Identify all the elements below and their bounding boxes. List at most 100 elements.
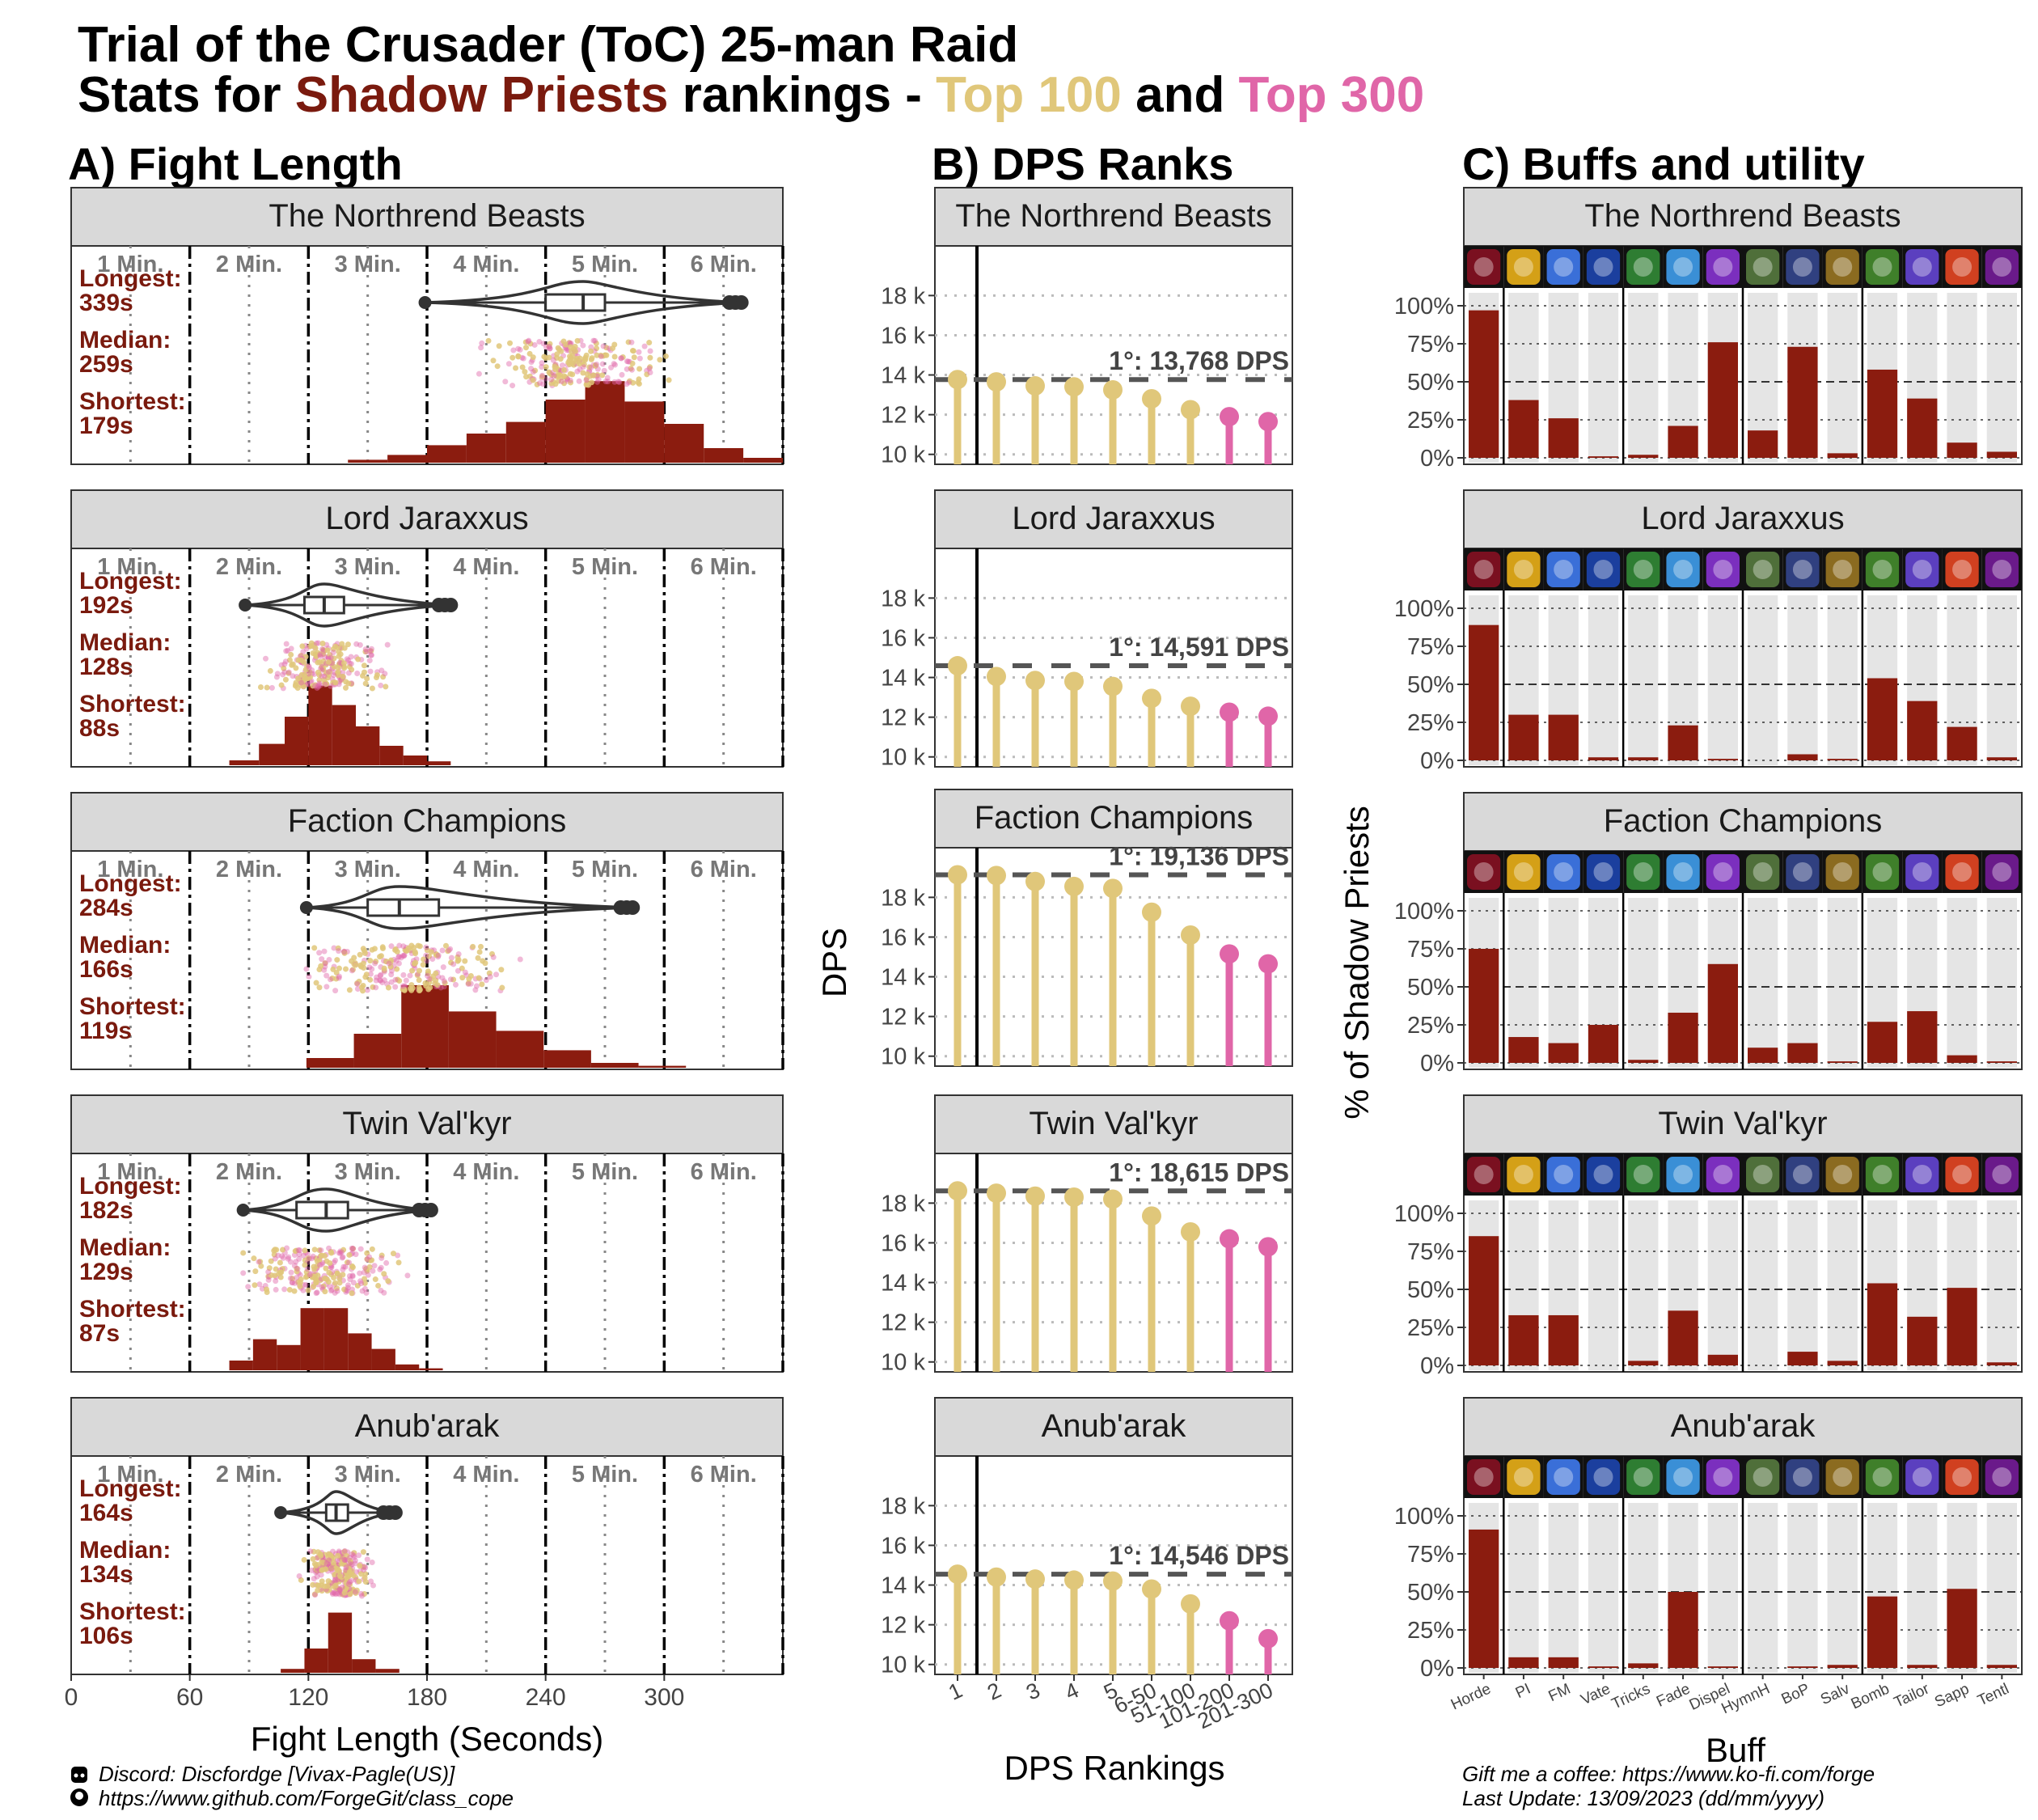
rank-label: 201-300 <box>1194 1678 1276 1733</box>
box-iqr <box>295 1200 349 1220</box>
y-tick-label: 16 k <box>881 1230 925 1256</box>
buff-bar <box>1787 1043 1818 1063</box>
buff-bar <box>1986 1061 2017 1063</box>
jitter-point <box>412 950 419 957</box>
jitter-point <box>450 976 457 983</box>
jitter-point <box>583 377 590 383</box>
box-iqr <box>366 898 441 917</box>
fight-facet: The Northrend Beasts 1 Min. 2 Min. 3 Min. 4 … <box>70 187 784 465</box>
jitter-point <box>362 1571 369 1577</box>
chart-title: Trial of the Crusader (ToC) 25-man Raid <box>78 17 1018 73</box>
jitter-point <box>393 958 400 964</box>
jitter-point <box>340 673 346 679</box>
jitter-point <box>510 354 516 361</box>
stat-label: Longest: <box>79 265 182 292</box>
facet-strip <box>1463 792 2023 852</box>
lollipop-head <box>987 866 1006 886</box>
fight-facet: Lord Jaraxxus 1 Min. 2 Min. 3 Min. 4 Min. 5 M… <box>70 489 784 768</box>
jitter-point <box>414 972 421 979</box>
minute-label: 2 Min. <box>216 1159 282 1185</box>
jitter-point <box>344 1288 350 1294</box>
lollipop-head <box>1181 400 1200 420</box>
outlier-point <box>431 598 446 612</box>
jitter-point <box>240 1270 247 1276</box>
jitter-point <box>378 1264 384 1271</box>
facet-strip <box>1463 1397 2023 1457</box>
jitter-point <box>362 1591 368 1597</box>
x-tick-label: 120 <box>288 1684 328 1711</box>
buff-icon <box>1865 552 1900 587</box>
jitter-point <box>600 343 607 349</box>
jitter-point <box>280 1255 286 1261</box>
buff-icon-glyph <box>1474 1165 1494 1184</box>
jitter-point <box>379 946 386 952</box>
minute-label: 2 Min. <box>216 554 282 580</box>
y-tick-label: 16 k <box>881 1533 925 1559</box>
histogram-bar <box>356 726 380 765</box>
buff-bg-column <box>1947 898 1977 1068</box>
buff-bar <box>1469 949 1499 1063</box>
buff-icon-glyph <box>1833 1165 1853 1184</box>
buff-icon <box>1905 1459 1939 1495</box>
buff-bar <box>1867 1596 1898 1668</box>
buff-bg-column <box>1588 1200 1619 1370</box>
jitter-point <box>594 371 601 378</box>
buff-icon-glyph <box>1554 257 1574 277</box>
histogram-bar <box>379 746 404 765</box>
jitter-point <box>398 954 404 961</box>
jitter-point <box>364 1256 370 1263</box>
jitter-point <box>392 984 399 990</box>
jitter-point <box>288 645 294 652</box>
buff-bg-column <box>1748 1200 1778 1370</box>
jitter-point <box>355 656 362 662</box>
jitter-point <box>388 943 395 950</box>
y-tick-label: 0% <box>1420 1353 1454 1379</box>
minute-label: 3 Min. <box>335 1462 401 1488</box>
jitter-point <box>487 974 493 980</box>
jitter-point <box>588 364 594 370</box>
y-tick-label: 14 k <box>881 1573 925 1599</box>
jitter-point <box>311 1576 317 1582</box>
jitter-point <box>331 945 337 951</box>
buff-icon <box>1467 249 1501 285</box>
stat-label: Shortest: <box>79 388 186 415</box>
buff-icon-glyph <box>1872 257 1892 277</box>
jitter-point <box>551 373 557 379</box>
jitter-point <box>346 1568 353 1575</box>
jitter-point <box>364 1556 370 1563</box>
jitter-point <box>490 954 497 960</box>
jitter-point <box>257 684 264 690</box>
buff-bar <box>1668 1310 1698 1365</box>
stat-label: Shortest: <box>79 691 186 717</box>
jitter-point <box>586 364 593 370</box>
jitter-point <box>318 1247 324 1254</box>
lollipop-head <box>1258 1237 1278 1257</box>
jitter-point <box>294 1266 301 1272</box>
jitter-point <box>455 954 461 960</box>
jitter-point <box>326 1557 332 1564</box>
jitter-point <box>547 345 553 352</box>
histogram-bar <box>496 1031 544 1068</box>
jitter-point <box>424 958 430 964</box>
y-tick-label: 12 k <box>881 1005 925 1031</box>
buff-bar <box>1787 346 1818 458</box>
jitter-point <box>341 665 348 671</box>
jitter-point <box>343 1580 349 1586</box>
jitter-point <box>320 646 327 653</box>
histogram-bar <box>466 434 506 463</box>
jitter-point <box>396 954 403 960</box>
buff-icon-glyph <box>1633 257 1653 277</box>
jitter-point <box>346 1560 353 1567</box>
buff-bar <box>1469 1236 1499 1365</box>
buff-icon <box>1666 552 1700 587</box>
buff-icon-glyph <box>1673 257 1693 277</box>
jitter-point <box>257 1259 264 1265</box>
buff-bar <box>1588 1666 1619 1668</box>
buff-icon-glyph <box>1673 1165 1693 1184</box>
jitter-point <box>401 953 408 959</box>
buff-bar <box>1827 453 1858 458</box>
buff-icon-glyph <box>1554 1165 1574 1184</box>
jitter-point <box>310 650 316 657</box>
minute-label: 3 Min. <box>335 554 401 580</box>
lollipop-head <box>1258 1628 1278 1649</box>
